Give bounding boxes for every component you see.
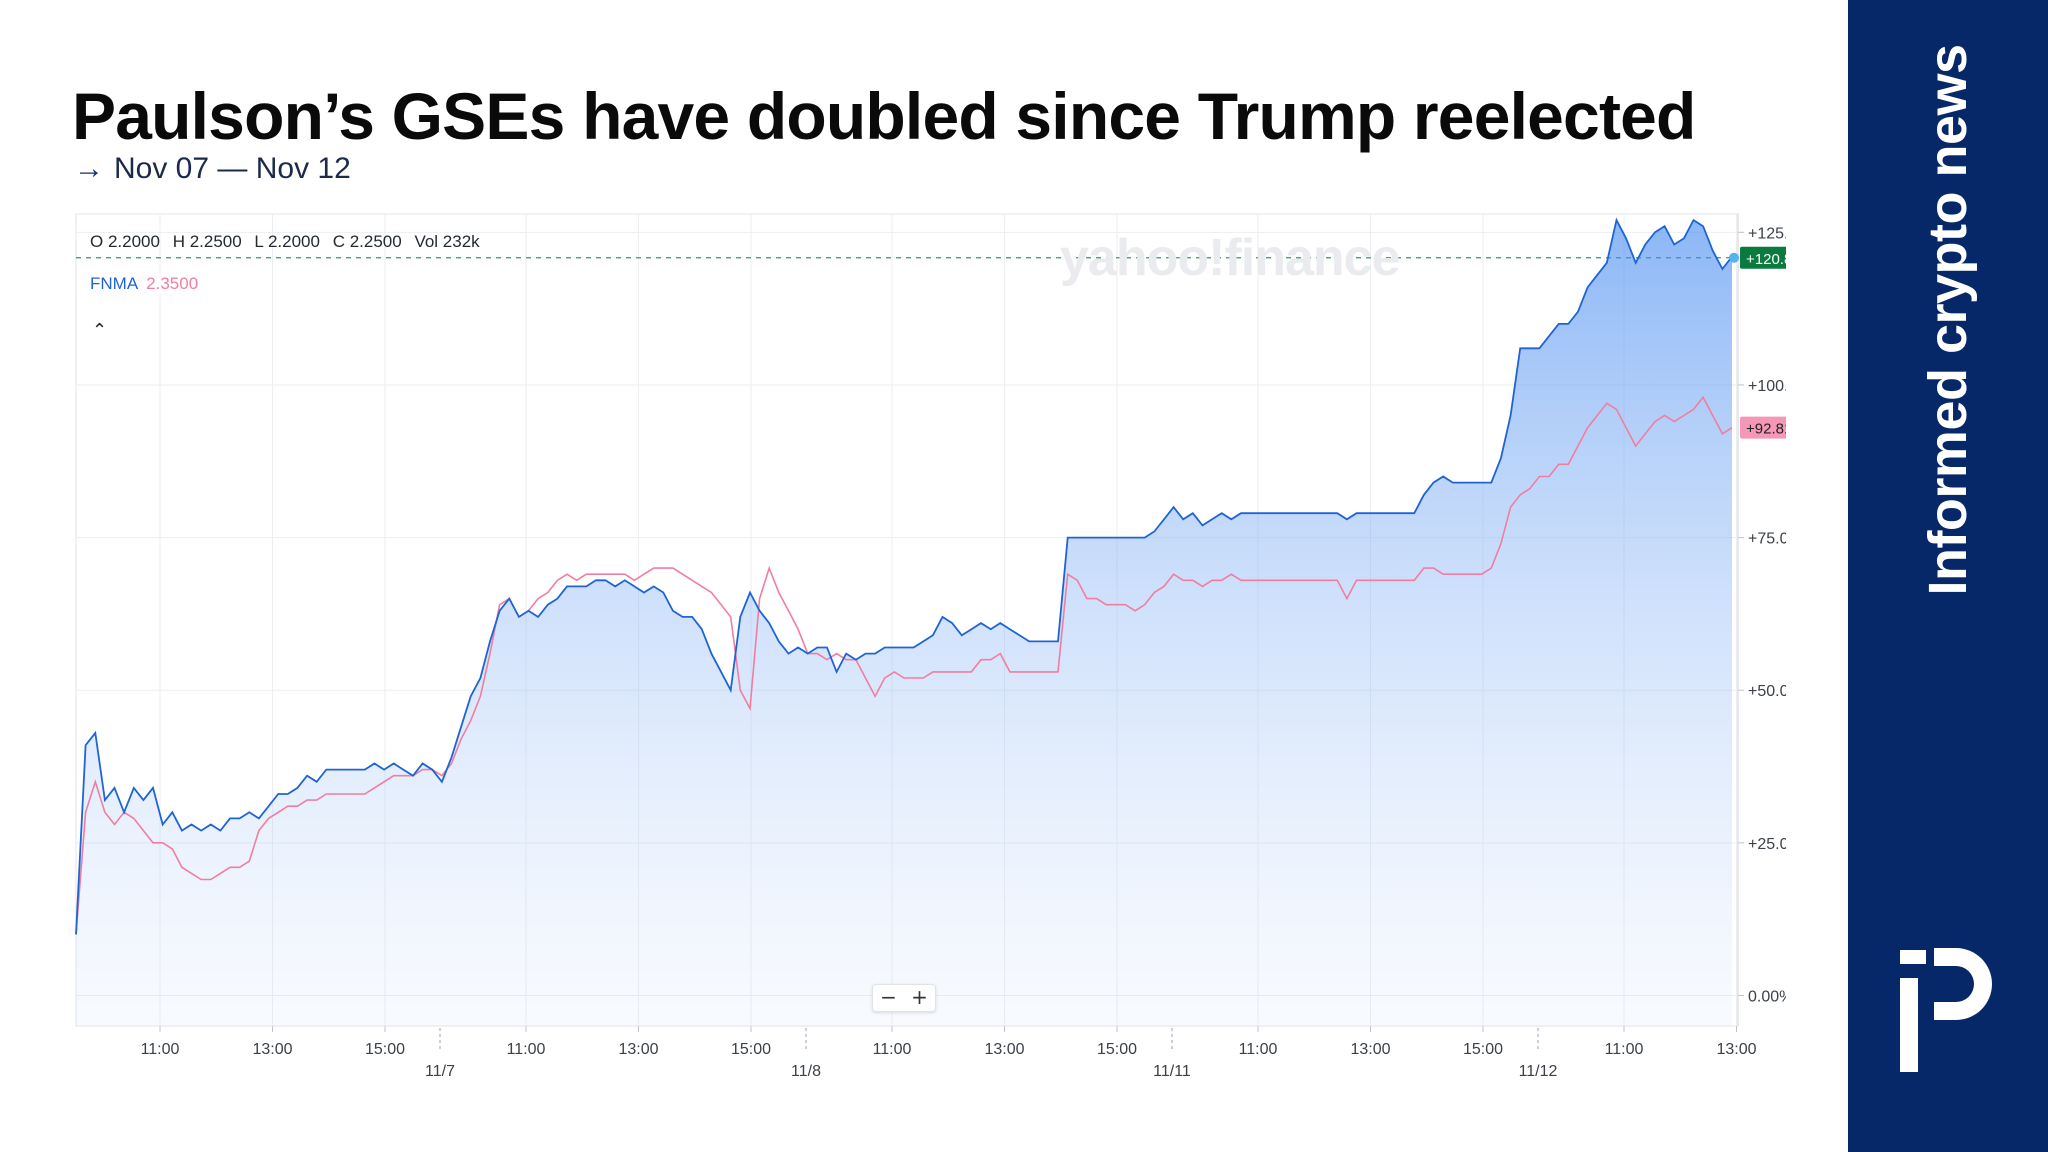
x-tick-label: 11:00 — [873, 1041, 912, 1058]
y-tick-label: +25.00% — [1748, 836, 1786, 853]
primary-value-badge-bg — [1740, 246, 1786, 269]
primary-area-fill — [76, 220, 1732, 1027]
x-tick-label: 13:00 — [618, 1041, 658, 1058]
y-tick-label: 0.00% — [1748, 988, 1786, 1005]
primary-value-badge-text: +120.83% — [1746, 251, 1786, 268]
price-chart[interactable]: 11:00 13:00 15:00 11:00 13:00 15:00 11:00 13:00… — [72, 212, 1786, 1080]
day-label: 11/7 — [425, 1063, 455, 1080]
zoom-in-button[interactable]: + — [911, 985, 928, 1009]
collapse-chevron-icon[interactable]: ⌃ — [92, 320, 108, 341]
open-value: O 2.2000 — [90, 232, 160, 251]
primary-series-line — [75, 217, 1733, 935]
compare-series-line — [75, 395, 1733, 935]
x-tick-label: 11:00 — [507, 1041, 546, 1058]
x-tick-label: 15:00 — [731, 1041, 771, 1058]
arrow-right-icon: → — [74, 152, 104, 185]
headline: Paulson’s GSEs have doubled since Trump … — [72, 79, 1696, 153]
compare-value-badge-text: +92.81% — [1746, 421, 1786, 438]
chart-panel[interactable]: 11:00 13:00 15:00 11:00 13:00 15:00 11:00 13:00… — [72, 212, 1786, 1080]
x-tick-label: 13:00 — [252, 1041, 292, 1058]
x-tick-label: 11:00 — [1239, 1041, 1278, 1058]
yahoo-finance-watermark: yahoo!finance — [1060, 229, 1400, 287]
x-tick-label: 15:00 — [1097, 1041, 1137, 1058]
y-tick-label: +75.00% — [1748, 531, 1786, 548]
compare-legend[interactable]: FNMA 2.3500 — [90, 274, 205, 294]
x-tick-label: 15:00 — [1463, 1041, 1503, 1058]
y-tick-label: +50.00% — [1748, 683, 1786, 700]
x-tick-label: 13:00 — [1716, 1041, 1756, 1058]
x-tick-label: 11:00 — [141, 1041, 180, 1058]
day-label: 11/11 — [1153, 1063, 1191, 1080]
ohlc-readout: O 2.2000 H 2.2500 L 2.2000 C 2.2500 Vol … — [90, 232, 488, 252]
brand-logo-icon — [1900, 948, 1992, 1072]
zoom-out-button[interactable]: − — [880, 985, 897, 1009]
y-tick-label: +125.00% — [1748, 225, 1786, 242]
x-tick-label: 13:00 — [1350, 1041, 1390, 1058]
zoom-controls: − + — [872, 984, 936, 1012]
y-tick-label: +100.00% — [1748, 378, 1786, 395]
brand-name: Informed crypto news — [1918, 44, 1978, 596]
legend-value: 2.3500 — [146, 274, 199, 293]
x-tick-label: 15:00 — [365, 1041, 405, 1058]
close-value: C 2.2500 — [332, 232, 402, 251]
x-tick-label: 11:00 — [1605, 1041, 1644, 1058]
day-label: 11/12 — [1519, 1063, 1558, 1080]
high-value: H 2.2500 — [172, 232, 242, 251]
brand-sidebar: Informed crypto news — [1848, 0, 2048, 1152]
compare-value-badge-bg — [1740, 416, 1786, 439]
low-value: L 2.2000 — [254, 232, 320, 251]
date-range-text: Nov 07 — Nov 12 — [114, 152, 351, 185]
day-label: 11/8 — [791, 1063, 821, 1080]
date-range: → Nov 07 — Nov 12 — [74, 152, 351, 186]
volume-value: Vol 232k — [414, 232, 480, 251]
last-point-dot — [1729, 252, 1739, 263]
legend-symbol[interactable]: FNMA — [90, 274, 139, 293]
x-tick-label: 13:00 — [984, 1041, 1024, 1058]
